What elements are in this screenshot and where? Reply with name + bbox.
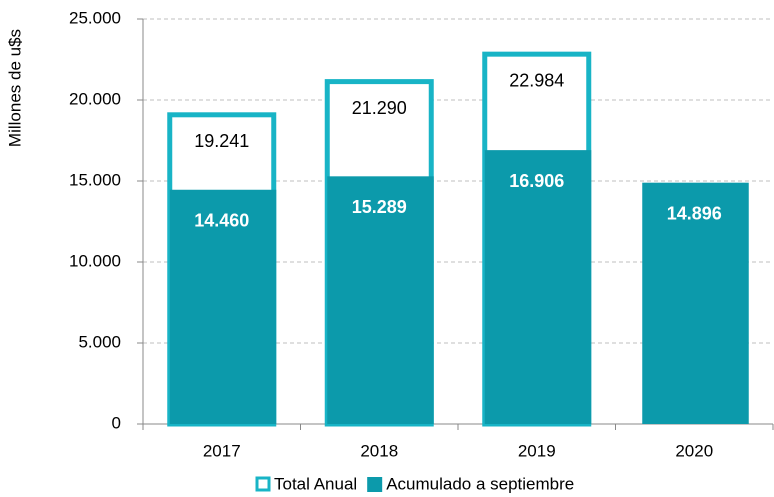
- y-tick-label: 25.000: [69, 8, 121, 27]
- x-tick-label: 2019: [518, 441, 556, 460]
- data-label: 19.241: [194, 131, 249, 151]
- data-label: 21.290: [352, 98, 407, 118]
- bar: [327, 176, 434, 424]
- data-label: 15.289: [352, 197, 407, 217]
- data-label: 14.896: [667, 203, 722, 223]
- x-tick-label: 2020: [675, 441, 713, 460]
- legend-swatch: [255, 476, 271, 492]
- data-label: 22.984: [509, 70, 564, 90]
- y-tick-label: 15.000: [69, 170, 121, 189]
- x-tick-label: 2017: [203, 441, 241, 460]
- bar: [169, 189, 277, 424]
- y-axis-label: Millones de u$s: [5, 29, 24, 147]
- data-label: 14.460: [194, 210, 249, 230]
- y-tick-label: 20.000: [69, 89, 121, 108]
- legend-label: Acumulado a septiembre: [386, 474, 574, 493]
- y-tick-label: 5.000: [78, 332, 121, 351]
- legend-label: Total Anual: [274, 474, 357, 493]
- legend-swatch: [367, 477, 383, 492]
- y-tick-label: 0: [112, 413, 121, 432]
- bar: [484, 150, 592, 424]
- bar: [642, 182, 749, 424]
- data-label: 16.906: [509, 171, 564, 191]
- y-tick-label: 10.000: [69, 251, 121, 270]
- x-tick-label: 2018: [360, 441, 398, 460]
